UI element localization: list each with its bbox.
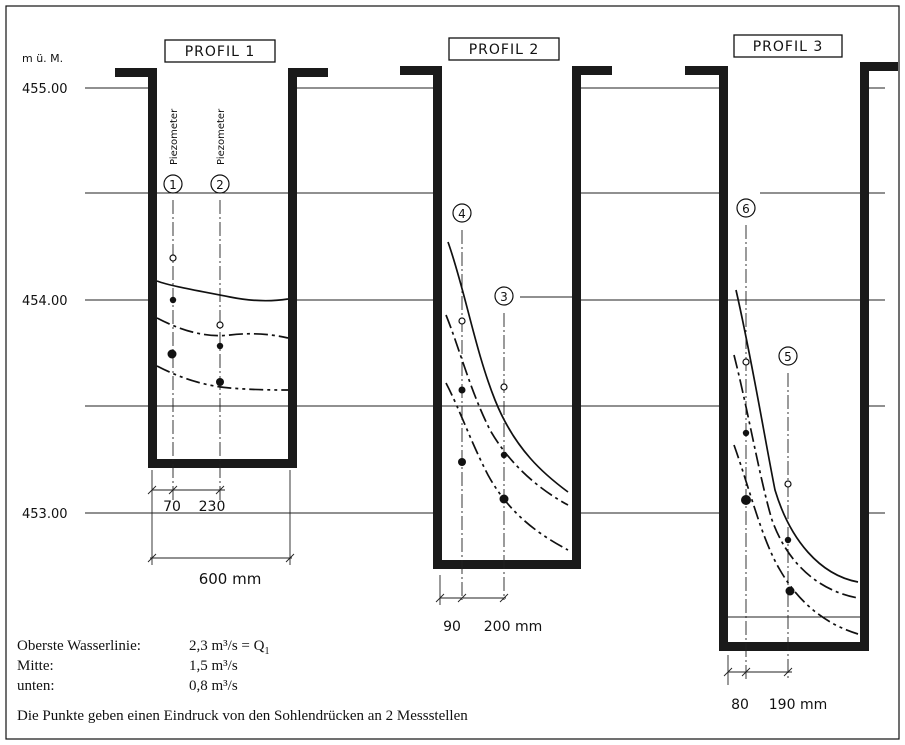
point-1-marker bbox=[163, 174, 183, 194]
legend-oberste-label: Oberste Wasserlinie: bbox=[17, 638, 141, 654]
profil-3-inner-lines bbox=[728, 192, 860, 618]
profil-3-dim-190: 190 mm bbox=[769, 697, 827, 713]
elevation-label-453: 453.00 bbox=[22, 507, 68, 522]
profil-2-title-box bbox=[448, 37, 560, 61]
profil-3-title-box bbox=[733, 34, 843, 58]
pressure-dot-large bbox=[167, 349, 177, 359]
profil-3-waterline-top bbox=[735, 289, 859, 583]
profil-1-title-box bbox=[164, 39, 276, 63]
pressure-dot-filled bbox=[169, 296, 177, 304]
pressure-dot-open bbox=[169, 254, 177, 262]
elevation-label-454: 454.00 bbox=[22, 294, 68, 309]
profil-2-dim-200: 200 mm bbox=[484, 619, 542, 635]
point-4-label: 4 bbox=[458, 207, 466, 221]
pressure-dot-large bbox=[741, 495, 751, 505]
pressure-dot-filled bbox=[784, 536, 792, 544]
point-2-label: 2 bbox=[216, 178, 224, 192]
legend-note: Die Punkte geben einen Eindruck von den … bbox=[17, 708, 468, 724]
profil-1-waterline-bottom bbox=[156, 365, 289, 391]
profil-2-title: PROFIL 2 bbox=[469, 42, 540, 58]
profil-2-dimensions bbox=[435, 575, 509, 605]
legend-unten-value: 0,8 m³/s bbox=[189, 678, 238, 694]
pressure-dot-large bbox=[499, 494, 509, 504]
point-6-marker bbox=[736, 198, 756, 218]
pressure-dot-open bbox=[500, 383, 508, 391]
profil-2-waterline-bottom bbox=[445, 382, 569, 551]
figure-border bbox=[5, 5, 900, 740]
profil-2-waterline-top bbox=[447, 241, 569, 493]
profil-1-interior bbox=[157, 77, 288, 459]
elevation-label-455: 455.00 bbox=[22, 82, 68, 97]
profil-3-dimensions bbox=[723, 655, 793, 685]
profil-1-waterline-top bbox=[156, 280, 289, 302]
profil-1-waterline-middle bbox=[156, 317, 289, 339]
legend-mitte-value: 1,5 m³/s bbox=[189, 658, 238, 674]
pressure-dot-open bbox=[458, 317, 466, 325]
profil-3-channel bbox=[685, 62, 898, 651]
point-5-marker bbox=[778, 346, 798, 366]
pressure-dot-open bbox=[216, 321, 224, 329]
point-2-marker bbox=[210, 174, 230, 194]
profil-2-inner-lines bbox=[442, 296, 572, 407]
pressure-dot-filled bbox=[500, 451, 508, 459]
pressure-dot-large bbox=[785, 586, 795, 596]
pressure-dot-filled bbox=[742, 429, 750, 437]
profil-2-channel bbox=[400, 66, 612, 569]
profil-2-waterline-middle bbox=[445, 314, 569, 506]
point-1-label: 1 bbox=[169, 178, 177, 192]
pressure-dot-large bbox=[458, 458, 466, 466]
profil-2-dim-90: 90 bbox=[443, 619, 461, 635]
point-5-label: 5 bbox=[784, 350, 792, 364]
point-3-marker bbox=[494, 286, 514, 306]
profil-2-interior bbox=[442, 75, 572, 560]
piezometer-2-label: Piezometer bbox=[216, 108, 227, 165]
piezometer-1-label: Piezometer bbox=[169, 108, 180, 165]
point-3-label: 3 bbox=[500, 290, 508, 304]
profil-1-dim-600: 600 mm bbox=[199, 570, 262, 588]
pressure-dot-filled bbox=[216, 342, 224, 350]
unit-label: m ü. M. bbox=[22, 52, 63, 65]
pressure-dot-open bbox=[742, 358, 750, 366]
profil-3-dim-80: 80 bbox=[731, 697, 749, 713]
profil-1-dim-230: 230 bbox=[199, 499, 226, 515]
profil-3-waterline-bottom bbox=[733, 444, 859, 635]
legend-unten-label: unten: bbox=[17, 678, 55, 694]
pressure-dot-filled bbox=[458, 386, 466, 394]
profil-1-title: PROFIL 1 bbox=[185, 44, 256, 60]
profil-1-dim-70: 70 bbox=[163, 499, 181, 515]
profil-3-title: PROFIL 3 bbox=[753, 39, 824, 55]
point-4-marker bbox=[452, 203, 472, 223]
profil-3-waterline-middle bbox=[733, 354, 859, 599]
point-6-label: 6 bbox=[742, 202, 750, 216]
legend-oberste-value: 2,3 m³/s = Q1 bbox=[189, 638, 269, 657]
legend-oberste-value-text: 2,3 m³/s = Q bbox=[189, 638, 265, 654]
profil-1-dimensions bbox=[147, 470, 295, 565]
legend-oberste-subscript: 1 bbox=[264, 646, 270, 657]
legend-mitte-label: Mitte: bbox=[17, 658, 54, 674]
pressure-dot-large bbox=[216, 378, 224, 386]
pressure-dot-open bbox=[784, 480, 792, 488]
profil-1-channel bbox=[115, 68, 328, 468]
